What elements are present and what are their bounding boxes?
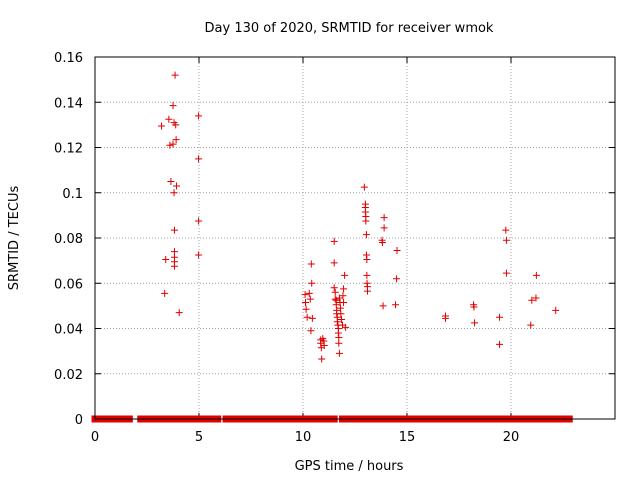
y-axis-label: SRMTID / TECUs — [7, 186, 22, 291]
data-point — [380, 214, 388, 222]
data-point — [340, 298, 348, 306]
data-point — [333, 318, 341, 326]
data-point — [318, 355, 326, 363]
x-tick-label: 0 — [91, 430, 99, 445]
data-point — [169, 102, 177, 110]
data-point — [337, 310, 345, 318]
data-point — [362, 217, 370, 225]
data-point — [158, 122, 166, 130]
data-point — [169, 140, 177, 148]
data-point — [363, 287, 371, 295]
data-point — [335, 349, 343, 357]
data-point — [307, 260, 315, 268]
data-point — [330, 259, 338, 267]
data-point — [305, 289, 313, 297]
data-point — [342, 323, 350, 331]
data-point — [301, 291, 309, 299]
data-point — [195, 112, 203, 120]
y-tick-label: 0.16 — [54, 51, 83, 66]
y-tick-label: 0.04 — [54, 323, 83, 338]
y-tick-label: 0 — [75, 413, 83, 428]
data-point — [378, 239, 386, 247]
data-point — [301, 298, 309, 306]
chart-title: Day 130 of 2020, SRMTID for receiver wmo… — [205, 21, 494, 36]
data-point — [441, 314, 449, 322]
data-points — [158, 71, 560, 363]
data-point — [170, 262, 178, 270]
data-point — [496, 340, 504, 348]
y-tick-label: 0.08 — [54, 232, 83, 247]
data-point — [341, 271, 349, 279]
data-point — [363, 255, 371, 263]
y-tick-label: 0.06 — [54, 277, 83, 292]
data-point — [306, 295, 314, 303]
data-point — [392, 301, 400, 309]
data-point — [195, 251, 203, 259]
plot-frame — [94, 56, 616, 420]
data-point — [331, 288, 339, 296]
data-point — [195, 217, 203, 225]
y-tick-label: 0.14 — [54, 96, 83, 111]
data-point — [532, 294, 540, 302]
data-point — [308, 279, 316, 287]
data-point — [335, 294, 343, 302]
data-point — [166, 141, 174, 149]
data-point — [502, 226, 510, 234]
data-point — [340, 285, 348, 293]
x-tick-label: 10 — [295, 430, 312, 445]
x-tick-label: 20 — [503, 430, 520, 445]
data-point — [360, 183, 368, 191]
data-point — [502, 236, 510, 244]
data-point — [170, 226, 178, 234]
data-point — [171, 71, 179, 79]
data-point — [165, 115, 173, 123]
x-tick-label: 5 — [195, 430, 203, 445]
data-point — [173, 182, 181, 190]
tick-labels: 0 0.02 0.04 0.06 0.08 0.1 0.12 0.14 0.16 0 5 10 15 20 — [54, 51, 519, 445]
data-point — [167, 177, 175, 185]
data-point — [330, 284, 338, 292]
data-point — [320, 341, 328, 349]
data-point — [303, 313, 311, 321]
data-point — [161, 289, 169, 297]
data-point — [302, 305, 310, 313]
grid-lines — [95, 57, 615, 419]
data-point — [330, 237, 338, 245]
data-point — [379, 302, 387, 310]
x-axis-label: GPS time / hours — [295, 459, 404, 474]
data-point — [175, 309, 183, 317]
data-point — [331, 295, 339, 303]
data-point — [339, 292, 347, 300]
data-point — [527, 321, 535, 329]
data-point — [471, 319, 479, 327]
data-point — [380, 224, 388, 232]
data-point — [170, 189, 178, 197]
data-point — [552, 306, 560, 314]
x-tick-label: 15 — [399, 430, 416, 445]
data-point — [172, 136, 180, 144]
data-point — [307, 327, 315, 335]
data-point — [335, 339, 343, 347]
data-point — [393, 275, 401, 283]
data-point — [502, 269, 510, 277]
data-point — [496, 313, 504, 321]
y-tick-label: 0.1 — [62, 187, 83, 202]
data-point — [363, 271, 371, 279]
data-point — [532, 271, 540, 279]
data-point — [172, 121, 180, 129]
data-point — [162, 255, 170, 263]
data-point — [195, 155, 203, 163]
data-point — [337, 315, 345, 323]
y-tick-label: 0.12 — [54, 142, 83, 157]
data-point — [528, 296, 536, 304]
data-point — [362, 231, 370, 239]
data-point — [308, 314, 316, 322]
data-point — [470, 303, 478, 311]
data-point — [393, 246, 401, 254]
y-tick-label: 0.02 — [54, 368, 83, 383]
